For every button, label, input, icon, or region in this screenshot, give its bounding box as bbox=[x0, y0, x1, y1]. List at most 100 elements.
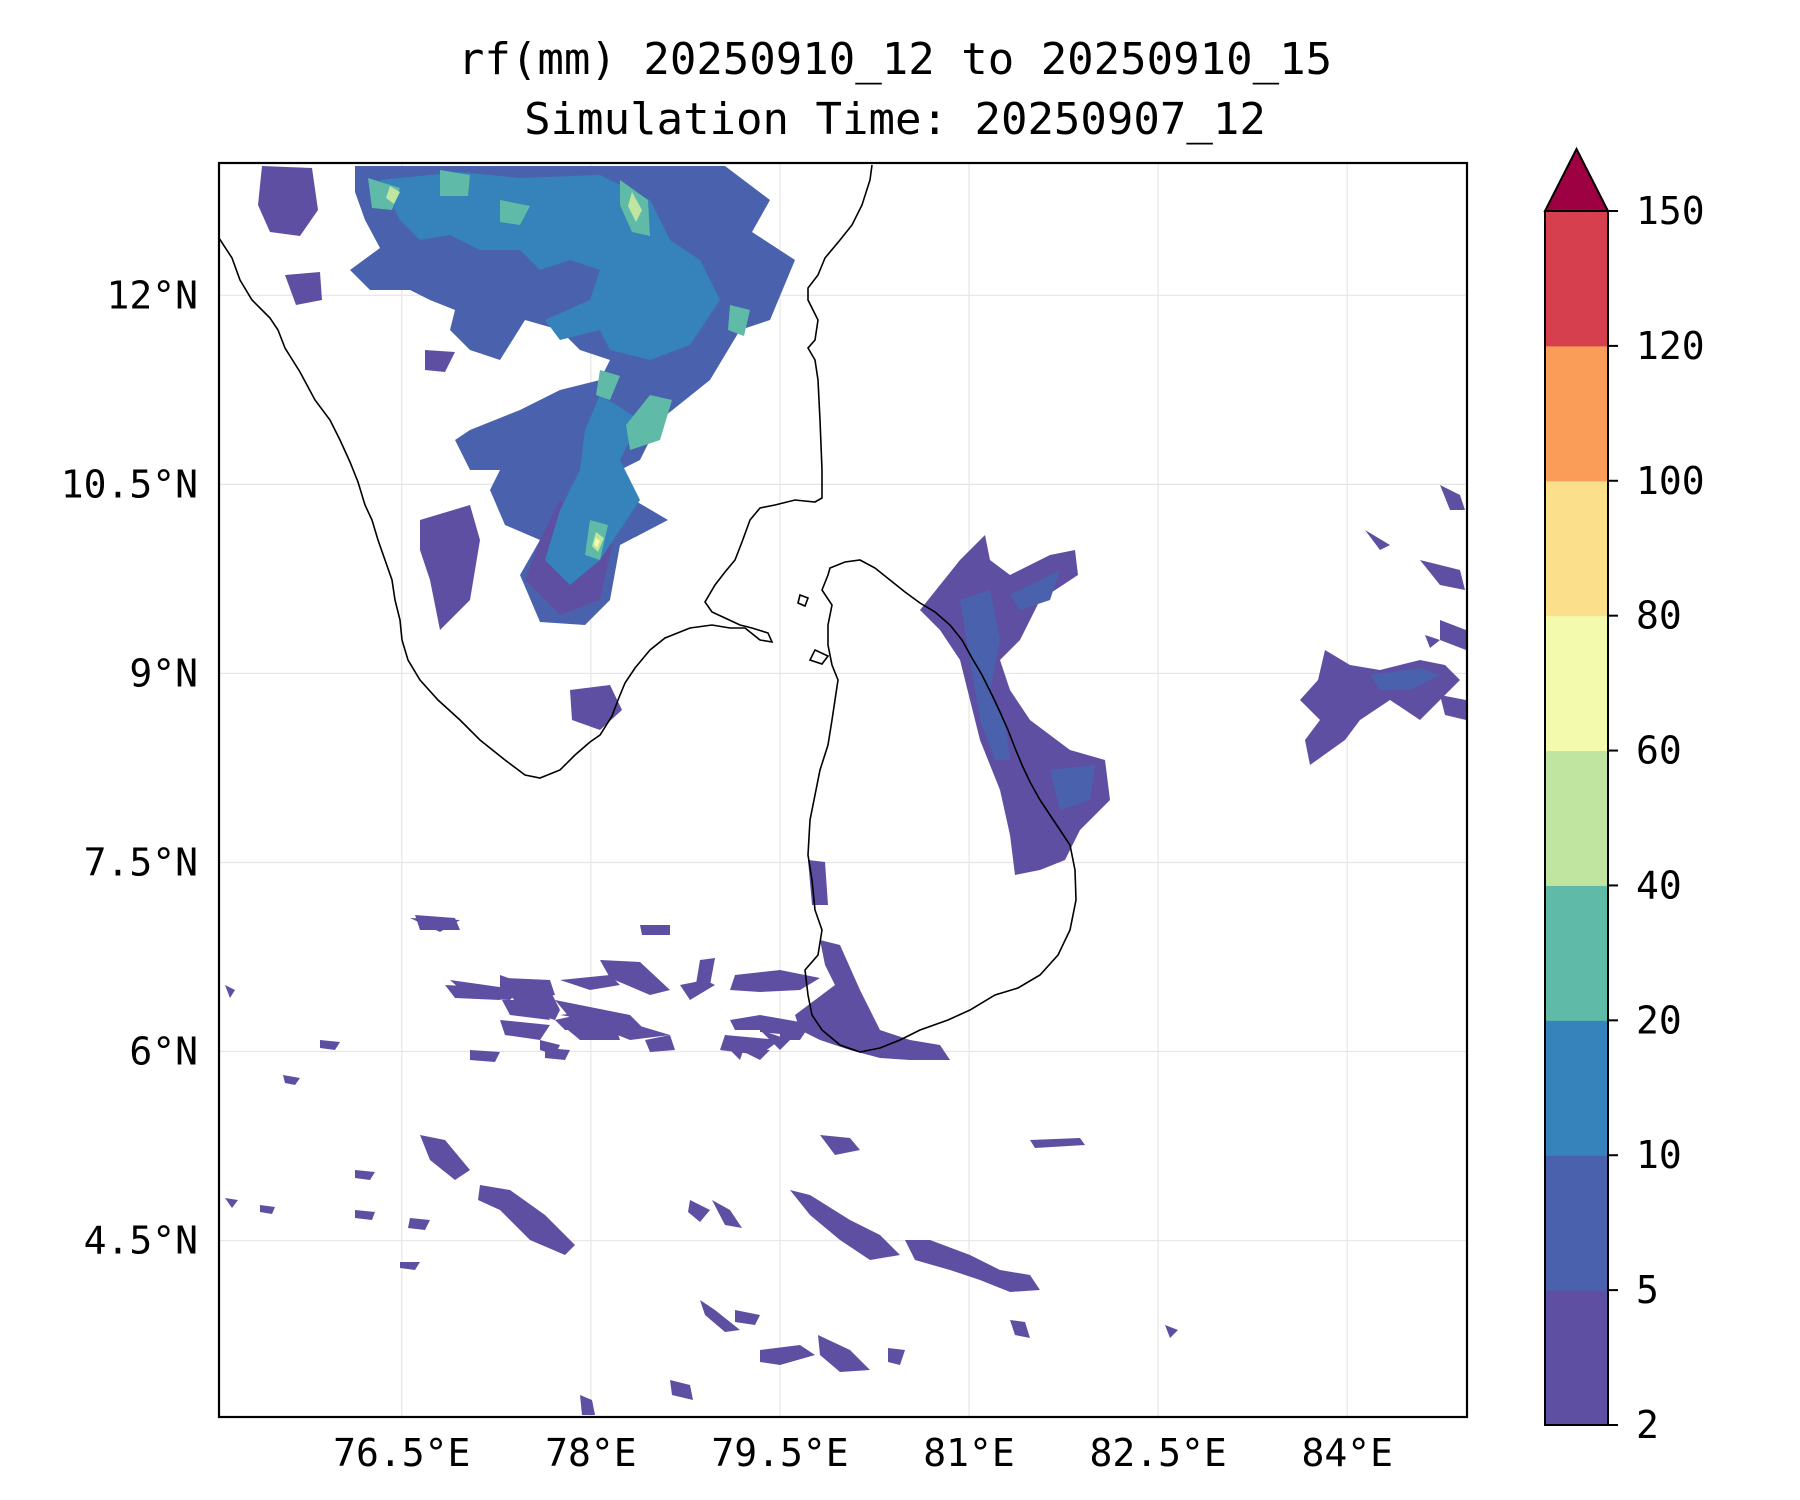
colorbar-tick-label: 150 bbox=[1636, 189, 1705, 233]
rain-patch bbox=[560, 1020, 620, 1040]
rain-patch bbox=[820, 1135, 860, 1155]
island-outline bbox=[797, 593, 810, 608]
rain-patch bbox=[555, 1000, 590, 1020]
rain-patch bbox=[600, 960, 670, 995]
rainfall-field bbox=[225, 166, 1466, 1415]
rain-patch bbox=[1420, 560, 1465, 590]
lat-tick-label: 7.5°N bbox=[84, 840, 198, 884]
rain-patch bbox=[425, 350, 455, 372]
colorbar-tick-label: 60 bbox=[1636, 729, 1682, 773]
colorbar-segment bbox=[1545, 211, 1608, 347]
colorbar-tick-label: 10 bbox=[1636, 1133, 1682, 1177]
rain-patch bbox=[502, 1000, 550, 1020]
lat-tick-label: 4.5°N bbox=[84, 1219, 198, 1263]
rain-patch bbox=[285, 272, 322, 305]
colorbar-segment bbox=[1545, 615, 1608, 752]
colorbar-tick-label: 20 bbox=[1636, 998, 1682, 1042]
colorbar-segment bbox=[1545, 1155, 1608, 1291]
rain-patch bbox=[400, 1262, 420, 1270]
rain-patch bbox=[408, 1218, 430, 1230]
lon-tick-label: 76.5°E bbox=[333, 1431, 470, 1475]
rain-patch bbox=[680, 980, 715, 1000]
srilanka-coastline bbox=[804, 559, 1077, 1053]
rain-patch bbox=[730, 970, 820, 992]
rain-patch bbox=[355, 1170, 375, 1180]
colorbar-tick-label: 100 bbox=[1636, 459, 1705, 503]
lon-tick-label: 79.5°E bbox=[711, 1431, 848, 1475]
rain-patch bbox=[1440, 695, 1466, 720]
colorbar-frame bbox=[1544, 210, 1609, 1426]
rain-patch bbox=[420, 1135, 470, 1180]
rain-patch bbox=[560, 975, 620, 990]
rain-patch bbox=[440, 170, 470, 196]
coastline bbox=[219, 164, 1077, 1053]
rain-patch bbox=[728, 305, 750, 336]
rain-patch bbox=[260, 1205, 275, 1214]
colorbar-tick-label: 5 bbox=[1636, 1268, 1659, 1312]
rain-patch bbox=[818, 1335, 870, 1372]
latitude-axis: 12°N 10.5°N 9°N 7.5°N 6°N 4.5°N bbox=[61, 273, 198, 1262]
rain-patch bbox=[1050, 765, 1095, 810]
rain-patch bbox=[283, 1075, 300, 1085]
rain-patch bbox=[420, 505, 480, 630]
rain-patch bbox=[700, 1300, 740, 1332]
lat-tick-label: 6°N bbox=[129, 1030, 198, 1074]
rain-patch bbox=[626, 395, 672, 450]
rain-patch bbox=[225, 985, 235, 998]
rain-patch bbox=[545, 395, 640, 585]
rain-patch bbox=[1165, 1325, 1178, 1338]
colorbar-tick-label: 120 bbox=[1636, 324, 1705, 368]
rain-patch bbox=[320, 1040, 340, 1050]
rain-patch bbox=[730, 1015, 765, 1030]
rain-patch bbox=[596, 370, 620, 400]
map-frame bbox=[217, 161, 1469, 1419]
rain-patch bbox=[645, 1035, 675, 1052]
lat-tick-label: 10.5°N bbox=[61, 462, 198, 506]
colorbar-tick-label: 2 bbox=[1636, 1403, 1659, 1447]
colorbar-segment bbox=[1545, 750, 1608, 886]
rain-patch bbox=[1030, 1138, 1085, 1148]
colorbar-segment bbox=[1545, 885, 1608, 1021]
rain-patch bbox=[1010, 1320, 1030, 1338]
rain-patch bbox=[1440, 620, 1466, 650]
rain-patch bbox=[628, 192, 642, 222]
rain-patch bbox=[1365, 530, 1390, 550]
rain-patch bbox=[920, 535, 1110, 875]
rain-patch bbox=[1010, 570, 1060, 610]
rain-patch bbox=[888, 1348, 905, 1365]
lat-tick-label: 9°N bbox=[129, 651, 198, 695]
lon-tick-label: 81°E bbox=[923, 1431, 1015, 1475]
rain-patch bbox=[735, 1310, 760, 1325]
rain-patch bbox=[1300, 650, 1460, 765]
lon-tick-label: 82.5°E bbox=[1090, 1431, 1227, 1475]
colorbar: 2 5 10 20 40 60 80 100 120 150 bbox=[1543, 146, 1705, 1447]
colorbar-segment bbox=[1545, 480, 1608, 617]
rain-patch bbox=[740, 1050, 770, 1060]
colorbar-extend-arrow bbox=[1543, 146, 1610, 212]
rain-patch bbox=[470, 1050, 500, 1062]
rain-patch bbox=[225, 1198, 238, 1208]
lon-tick-label: 78°E bbox=[545, 1431, 637, 1475]
rain-patch bbox=[725, 1045, 745, 1060]
colorbar-tick-label: 80 bbox=[1636, 594, 1682, 638]
india-coastline bbox=[219, 164, 873, 779]
rain-patch bbox=[688, 1200, 710, 1222]
rain-patch bbox=[760, 1015, 800, 1035]
rain-patch bbox=[594, 538, 600, 548]
rain-patch bbox=[580, 1395, 595, 1415]
map-subtitle: Simulation Time: 20250907_12 bbox=[524, 94, 1266, 145]
rain-patch bbox=[445, 985, 505, 1000]
map-title: rf(mm) 20250910_12 to 20250910_15 bbox=[457, 34, 1333, 85]
rain-patch bbox=[500, 200, 530, 225]
rain-patch bbox=[1440, 485, 1465, 510]
lon-tick-label: 84°E bbox=[1301, 1431, 1393, 1475]
rain-patch bbox=[712, 1200, 742, 1228]
rain-patch bbox=[795, 940, 950, 1060]
rain-patch bbox=[410, 918, 460, 932]
rain-patch bbox=[670, 1380, 693, 1400]
longitude-axis: 76.5°E 78°E 79.5°E 81°E 82.5°E 84°E bbox=[333, 1431, 1393, 1475]
rain-patch bbox=[1370, 668, 1440, 690]
rain-patch bbox=[545, 1048, 570, 1060]
rain-patch bbox=[760, 1345, 815, 1365]
